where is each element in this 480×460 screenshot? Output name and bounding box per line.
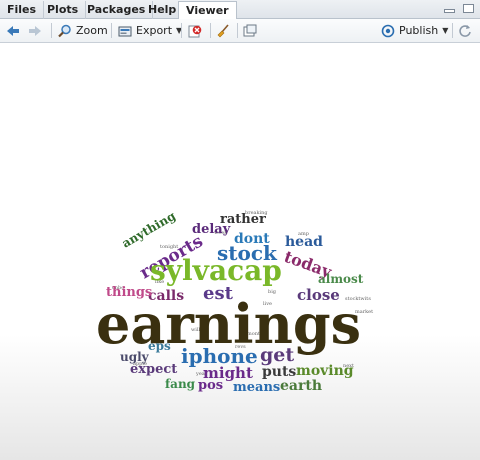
cloud-word: almost xyxy=(318,272,364,286)
cloud-word: get xyxy=(260,344,294,366)
back-button[interactable] xyxy=(6,21,24,40)
cloud-word: moving xyxy=(296,363,354,379)
cloud-word: might xyxy=(203,364,253,382)
delete-icon xyxy=(188,25,202,37)
cloud-word-small: amp xyxy=(298,231,309,237)
export-icon xyxy=(118,26,132,36)
cloud-word: dont xyxy=(234,231,270,247)
tab-plots[interactable]: Plots xyxy=(40,1,87,19)
cloud-word: calls xyxy=(148,288,184,304)
cloud-word-small: cnbc xyxy=(112,285,124,291)
cloud-word: pos xyxy=(198,378,223,393)
cloud-word: stock xyxy=(217,241,278,265)
publish-button[interactable]: Publish ▼ xyxy=(381,21,448,40)
forward-button[interactable] xyxy=(28,21,46,40)
cloud-word: rather xyxy=(220,212,266,227)
publish-label: Publish xyxy=(399,24,439,37)
window-controls xyxy=(441,4,474,23)
cloud-word-small: next xyxy=(343,363,354,369)
cloud-word-small: will xyxy=(191,327,200,333)
viewer-toolbar: Zoom Export ▼ Publish ▼ xyxy=(0,19,480,43)
cloud-word: means xyxy=(233,380,280,395)
cloud-word-small: live xyxy=(263,301,272,307)
publish-icon xyxy=(381,24,395,37)
back-arrow-icon xyxy=(7,25,19,36)
cloud-word: things xyxy=(106,285,152,300)
cloud-word: eps xyxy=(148,339,171,353)
chevron-down-icon: ▼ xyxy=(442,26,449,35)
cloud-word: ugly xyxy=(120,350,150,364)
cloud-word-small: tonight xyxy=(160,244,178,250)
cloud-word: est xyxy=(203,283,234,304)
cloud-word-small: market xyxy=(355,309,373,315)
cloud-word: fang xyxy=(165,377,196,391)
tab-files[interactable]: Files xyxy=(0,1,45,19)
refresh-icon xyxy=(459,24,471,37)
cloud-word: sylvacap xyxy=(150,254,282,287)
cloud-word-small: big xyxy=(268,289,277,295)
maximize-icon[interactable] xyxy=(463,4,474,13)
tab-viewer[interactable]: Viewer xyxy=(178,1,237,20)
refresh-button[interactable] xyxy=(458,21,476,40)
pane-tab-bar: Files Plots Packages Help Viewer xyxy=(0,0,480,20)
cloud-word: puts xyxy=(262,364,296,380)
zoom-label: Zoom xyxy=(76,24,108,37)
cloud-word-small: like xyxy=(155,279,164,285)
cloud-word: iphone xyxy=(181,344,258,368)
zoom-button[interactable]: Zoom xyxy=(58,21,108,40)
remove-viewer-button[interactable] xyxy=(188,21,206,40)
cloud-word-small: revs xyxy=(235,344,246,350)
cloud-word-small: week xyxy=(214,230,228,236)
cloud-word-small: month xyxy=(247,331,264,337)
export-button[interactable]: Export ▼ xyxy=(118,21,182,40)
cloud-word: delay xyxy=(192,222,231,237)
tab-packages[interactable]: Packages xyxy=(80,1,154,19)
cloud-word-small: breaking xyxy=(245,210,268,216)
new-window-icon xyxy=(243,24,257,36)
zoom-icon xyxy=(58,24,71,37)
broom-icon xyxy=(217,23,229,37)
forward-arrow-icon xyxy=(29,25,41,36)
viewer-pane: breaking tonight amp cnbc market apple n… xyxy=(0,43,480,460)
cloud-word-small: apple xyxy=(133,361,147,367)
cloud-word: head xyxy=(285,234,323,250)
clear-all-button[interactable] xyxy=(216,21,234,40)
cloud-word: close xyxy=(297,286,340,304)
chevron-down-icon: ▼ xyxy=(176,26,183,35)
show-in-new-window-button[interactable] xyxy=(243,21,261,40)
cloud-word-small: stocktwits xyxy=(345,296,371,302)
export-label: Export xyxy=(136,24,173,37)
cloud-word: expect xyxy=(130,362,177,377)
word-cloud: breaking tonight amp cnbc market apple n… xyxy=(96,208,373,395)
cloud-word: earth xyxy=(280,378,322,394)
cloud-word-small: year xyxy=(195,371,208,377)
minimize-icon[interactable] xyxy=(443,9,455,13)
cloud-word: earnings xyxy=(96,292,361,356)
